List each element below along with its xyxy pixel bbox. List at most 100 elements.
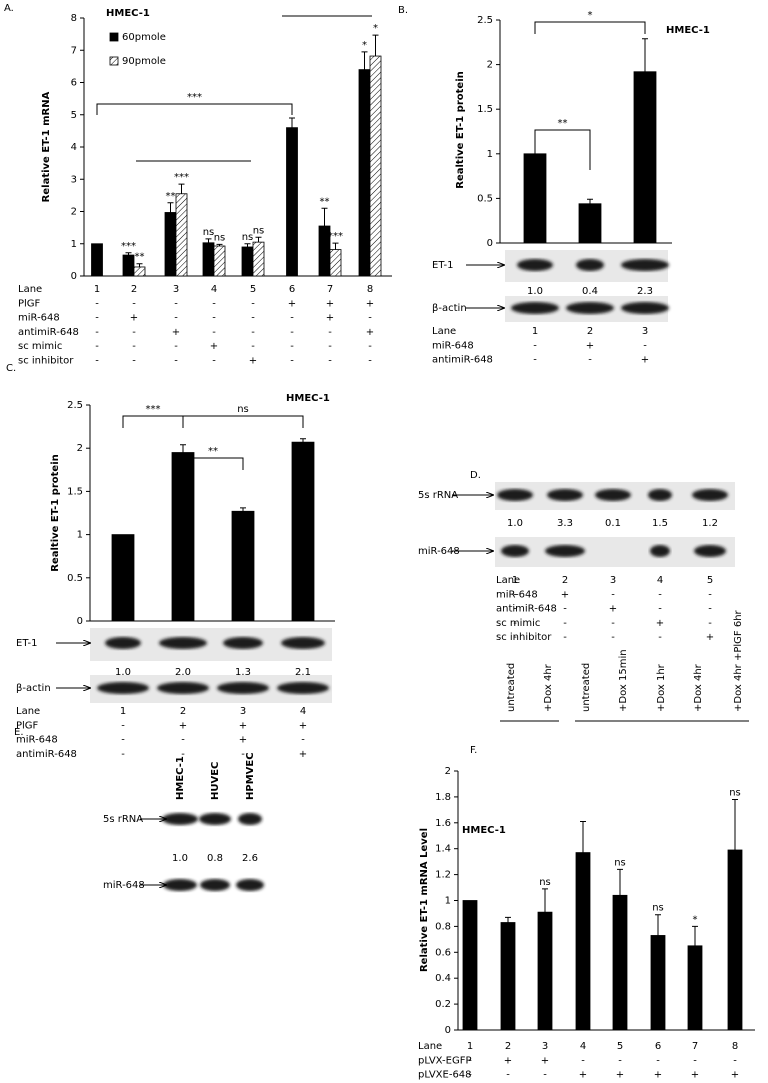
lane-cell: -: [174, 313, 178, 324]
band-ratio: 1.2: [702, 518, 718, 529]
lane-cell: +: [541, 1055, 549, 1066]
lane-cell: 8: [732, 1041, 738, 1052]
y-tick-label: 6: [71, 78, 77, 89]
lane-cell: 7: [327, 284, 333, 295]
lane-cell: -: [563, 632, 567, 643]
lane-row-label: antimiR-648: [496, 604, 557, 615]
band-ratio: 1.5: [652, 518, 668, 529]
band-ratio: 3.3: [557, 518, 573, 529]
legend-label: 90pmole: [122, 56, 166, 67]
error-bar: [180, 444, 186, 453]
bracket: [534, 21, 646, 34]
lane-cell: 1: [467, 1041, 473, 1052]
lane-cell: -: [513, 604, 517, 615]
band-ratio: 1.0: [507, 518, 523, 529]
lane-cell: +: [299, 749, 307, 760]
significance-label: ns: [729, 787, 741, 798]
lane-cell: +: [731, 1070, 739, 1081]
lane-cell: +: [288, 298, 296, 309]
bracket: [534, 129, 591, 170]
error-bar: [642, 38, 648, 72]
significance-label: ns: [614, 857, 626, 868]
band-ratio: 1.0: [115, 667, 131, 678]
blot-band: [277, 682, 329, 694]
lane-cell: -: [368, 313, 372, 324]
blot-band: [501, 545, 529, 557]
y-tick-label: 0: [77, 616, 83, 627]
blot-band: [497, 489, 533, 501]
band-ratio: 0.1: [605, 518, 621, 529]
lane-cell: -: [328, 356, 332, 367]
lane-row-label: PlGF: [16, 720, 39, 731]
lane-cell: -: [611, 589, 615, 600]
y-tick-label: 1.5: [67, 486, 83, 497]
bar: [252, 241, 265, 277]
lane-cell: -: [212, 356, 216, 367]
lane-cell: -: [533, 355, 537, 366]
lane-cell: 2: [131, 284, 137, 295]
lane-cell: +: [239, 720, 247, 731]
lane-cell: -: [658, 589, 662, 600]
lane-cell: -: [658, 604, 662, 615]
error-bar: [136, 263, 143, 267]
significance-label: ns: [242, 232, 254, 243]
error-bar: [372, 34, 379, 57]
blot-band: [595, 489, 631, 501]
lane-cell: -: [708, 618, 712, 629]
lane-cell: 1: [94, 284, 100, 295]
legend-swatch: [109, 32, 119, 42]
band-ratio: 0.8: [207, 853, 223, 864]
chart-title: HMEC-1: [286, 393, 330, 404]
lane-cell: +: [641, 355, 649, 366]
chart-title: HMEC-1: [106, 8, 150, 19]
lane-cell: -: [132, 356, 136, 367]
band-ratio: 1.3: [235, 667, 251, 678]
panel-letter: D.: [470, 470, 481, 481]
blot-band: [236, 879, 264, 891]
lane-cell: +: [654, 1070, 662, 1081]
bracket: [96, 103, 293, 115]
blot-band: [650, 545, 670, 557]
lane-cell: -: [241, 749, 245, 760]
lane-cell: +: [172, 327, 180, 338]
bar: [231, 510, 255, 622]
condition-header: +Dox 4hr +PlGF 6hr: [733, 609, 744, 712]
lane-cell: -: [132, 298, 136, 309]
bar: [462, 900, 478, 1031]
lane-cell: -: [708, 589, 712, 600]
error-bar: [167, 202, 174, 213]
y-axis-label: Realtive ET-1 protein: [50, 454, 61, 572]
significance-label: ns: [214, 232, 226, 243]
lane-cell: +: [504, 1055, 512, 1066]
bar: [575, 852, 591, 1031]
lane-cell: +: [299, 720, 307, 731]
bar: [164, 212, 177, 277]
condition-header: untreated: [581, 663, 592, 712]
lane-row-label: PlGF: [18, 298, 41, 309]
blot-band: [692, 489, 728, 501]
lane-cell: -: [656, 1055, 660, 1066]
lane-row-label: sc inhibitor: [496, 632, 552, 643]
error-bar: [289, 117, 295, 128]
significance-label: ***: [328, 231, 343, 242]
lane-cell: -: [513, 589, 517, 600]
lane-cell: -: [212, 298, 216, 309]
blot-band: [105, 637, 141, 649]
lane-cell: 5: [250, 284, 256, 295]
lane-cell: -: [290, 327, 294, 338]
significance-label: *: [373, 23, 378, 34]
y-tick-label: 0: [487, 238, 493, 249]
panel-letter: B.: [398, 5, 408, 16]
legend-label: 60pmole: [122, 32, 166, 43]
bar: [291, 441, 315, 622]
blot-band: [157, 682, 209, 694]
lane-cell: +: [586, 340, 594, 351]
y-tick-label: 1.8: [435, 792, 451, 803]
lane-cell: 7: [692, 1041, 698, 1052]
lane-cell: 4: [657, 575, 663, 586]
lane-cell: 3: [173, 284, 179, 295]
blot-band: [511, 302, 559, 314]
panel-letter: C.: [6, 363, 16, 374]
band-ratio: 1.0: [172, 853, 188, 864]
